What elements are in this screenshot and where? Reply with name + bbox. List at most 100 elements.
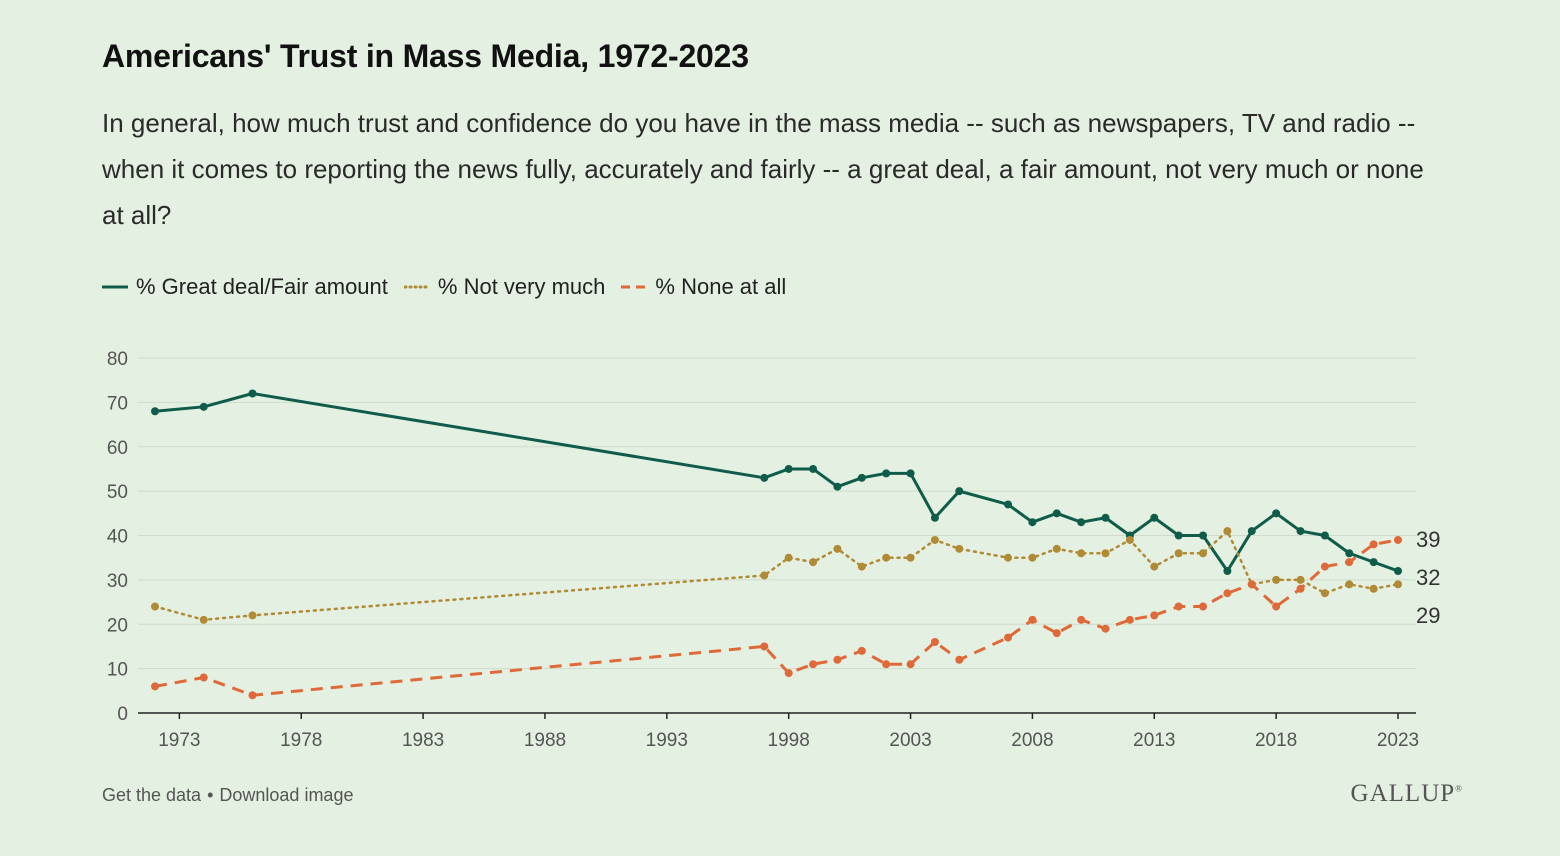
- data-point: [809, 660, 818, 669]
- data-point: [1247, 580, 1256, 589]
- data-point: [1150, 611, 1159, 620]
- x-tick-label: 1978: [280, 730, 322, 751]
- brand-mark: ®: [1455, 783, 1462, 794]
- data-point: [1272, 575, 1281, 584]
- data-point: [1101, 513, 1110, 522]
- x-tick-label: 1988: [524, 730, 566, 751]
- data-point: [955, 655, 964, 664]
- data-point: [882, 660, 891, 669]
- data-point: [1150, 562, 1159, 571]
- legend-swatch-dotted: [403, 285, 430, 289]
- series-line: [153, 529, 1400, 622]
- data-point: [1223, 567, 1232, 575]
- data-point: [1320, 531, 1329, 540]
- x-tick-label: 2008: [1011, 730, 1053, 751]
- data-point: [248, 691, 257, 700]
- end-value-label: 29: [1416, 603, 1440, 628]
- data-point: [857, 562, 866, 571]
- legend-item-not-very-much: % Not very much: [403, 274, 606, 300]
- end-value-label: 32: [1416, 565, 1440, 590]
- footer-links: Get the data • Download image: [102, 785, 353, 806]
- data-point: [1223, 589, 1232, 598]
- y-tick-label: 30: [107, 571, 128, 592]
- x-tick-label: 1998: [768, 730, 810, 751]
- data-point: [1369, 584, 1378, 593]
- download-image-link[interactable]: Download image: [219, 785, 354, 805]
- data-point: [151, 407, 159, 416]
- data-point: [1101, 549, 1110, 558]
- x-tick-label: 2018: [1255, 730, 1297, 751]
- legend-item-none-at-all: % None at all: [621, 274, 786, 300]
- data-point: [1077, 615, 1086, 624]
- y-tick-label: 60: [107, 438, 128, 459]
- data-point: [1296, 584, 1305, 593]
- series-line: [154, 538, 1399, 697]
- data-point: [1394, 580, 1402, 589]
- data-point: [1320, 562, 1329, 571]
- data-point: [930, 535, 939, 544]
- data-point: [1125, 535, 1134, 544]
- data-point: [906, 660, 915, 669]
- data-point: [784, 669, 793, 678]
- data-point: [1296, 527, 1305, 536]
- data-point: [1296, 575, 1305, 584]
- data-point: [1369, 558, 1378, 567]
- footer-separator: •: [207, 785, 214, 805]
- data-point: [199, 402, 208, 411]
- data-point: [1223, 527, 1232, 536]
- x-tick-label: 2003: [889, 730, 931, 751]
- y-tick-label: 20: [107, 615, 128, 636]
- data-point: [906, 469, 915, 478]
- data-point: [882, 469, 891, 478]
- get-data-link[interactable]: Get the data: [102, 785, 202, 805]
- data-point: [1004, 500, 1013, 509]
- y-tick-label: 50: [107, 482, 128, 503]
- data-point: [833, 544, 842, 553]
- data-point: [857, 473, 866, 482]
- legend-label: % Not very much: [437, 274, 606, 299]
- y-tick-label: 40: [107, 527, 128, 548]
- data-point: [1028, 615, 1037, 624]
- data-point: [199, 615, 208, 624]
- data-point: [1272, 602, 1281, 611]
- data-point: [1199, 531, 1208, 540]
- data-point: [955, 487, 964, 496]
- data-point: [1077, 518, 1086, 527]
- data-point: [784, 553, 793, 562]
- data-point: [809, 558, 818, 567]
- data-point: [1199, 602, 1208, 611]
- data-point: [1394, 567, 1402, 575]
- data-point: [1174, 531, 1183, 540]
- data-point: [1052, 629, 1061, 638]
- data-point: [882, 553, 891, 562]
- data-point: [248, 389, 257, 398]
- data-point: [760, 473, 769, 482]
- data-point: [1369, 540, 1378, 549]
- brand-name: GALLUP: [1350, 780, 1456, 807]
- data-point: [1028, 553, 1037, 562]
- chart-title: Americans' Trust in Mass Media, 1972-202…: [102, 38, 749, 74]
- y-tick-label: 70: [107, 393, 128, 414]
- line-chart: 0 10 20 30 40 50 60 70 80 1973 1978 1983 1988 1993 199…: [107, 349, 1441, 751]
- legend-label: % Great deal/Fair amount: [136, 274, 388, 299]
- y-tick-label: 10: [107, 660, 128, 681]
- data-point: [1150, 513, 1159, 522]
- end-value-label: 39: [1416, 527, 1440, 552]
- data-point: [1345, 549, 1354, 558]
- data-point: [1028, 518, 1037, 527]
- data-point: [760, 571, 769, 580]
- data-point: [1174, 602, 1183, 611]
- data-point: [760, 642, 769, 651]
- series-line: [154, 392, 1399, 573]
- data-point: [930, 513, 939, 522]
- data-point: [1077, 549, 1086, 558]
- chart-legend: % Great deal/Fair amount % Not very much…: [102, 274, 786, 300]
- data-point: [833, 655, 842, 664]
- x-tick-label: 2023: [1377, 730, 1419, 751]
- chart-subtitle: In general, how much trust and confidenc…: [102, 108, 1424, 230]
- legend-item-great-deal: % Great deal/Fair amount: [102, 274, 388, 300]
- gallup-logo: GALLUP®: [1351, 780, 1462, 808]
- data-point: [199, 673, 208, 682]
- data-point: [1272, 509, 1281, 518]
- data-point: [248, 611, 257, 620]
